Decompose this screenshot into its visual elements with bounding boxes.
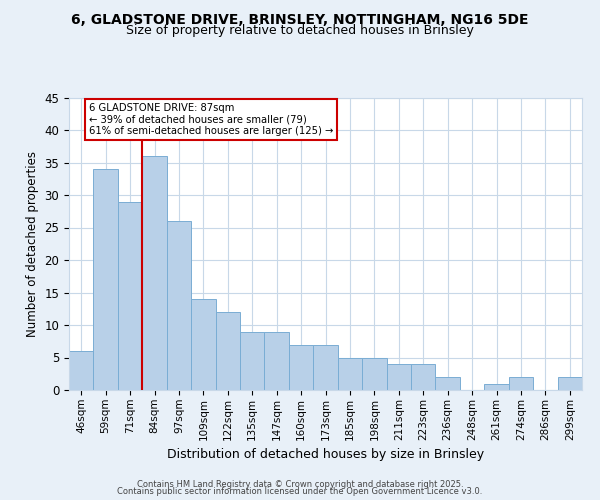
Y-axis label: Number of detached properties: Number of detached properties — [26, 151, 39, 337]
Text: Size of property relative to detached houses in Brinsley: Size of property relative to detached ho… — [126, 24, 474, 37]
Bar — [265, 332, 289, 390]
Bar — [289, 344, 313, 390]
Text: 6, GLADSTONE DRIVE, BRINSLEY, NOTTINGHAM, NG16 5DE: 6, GLADSTONE DRIVE, BRINSLEY, NOTTINGHAM… — [71, 12, 529, 26]
Bar — [167, 221, 191, 390]
Bar — [509, 377, 533, 390]
Text: Contains HM Land Registry data © Crown copyright and database right 2025.: Contains HM Land Registry data © Crown c… — [137, 480, 463, 489]
Bar — [313, 344, 338, 390]
Bar — [118, 202, 142, 390]
Bar — [191, 299, 215, 390]
Bar — [386, 364, 411, 390]
Bar — [362, 358, 386, 390]
Bar — [411, 364, 436, 390]
Text: 6 GLADSTONE DRIVE: 87sqm
← 39% of detached houses are smaller (79)
61% of semi-d: 6 GLADSTONE DRIVE: 87sqm ← 39% of detach… — [89, 102, 333, 136]
X-axis label: Distribution of detached houses by size in Brinsley: Distribution of detached houses by size … — [167, 448, 484, 461]
Bar — [484, 384, 509, 390]
Bar — [142, 156, 167, 390]
Bar — [215, 312, 240, 390]
Bar — [94, 169, 118, 390]
Bar — [557, 377, 582, 390]
Bar — [240, 332, 265, 390]
Bar — [436, 377, 460, 390]
Bar — [338, 358, 362, 390]
Text: Contains public sector information licensed under the Open Government Licence v3: Contains public sector information licen… — [118, 487, 482, 496]
Bar — [69, 351, 94, 390]
